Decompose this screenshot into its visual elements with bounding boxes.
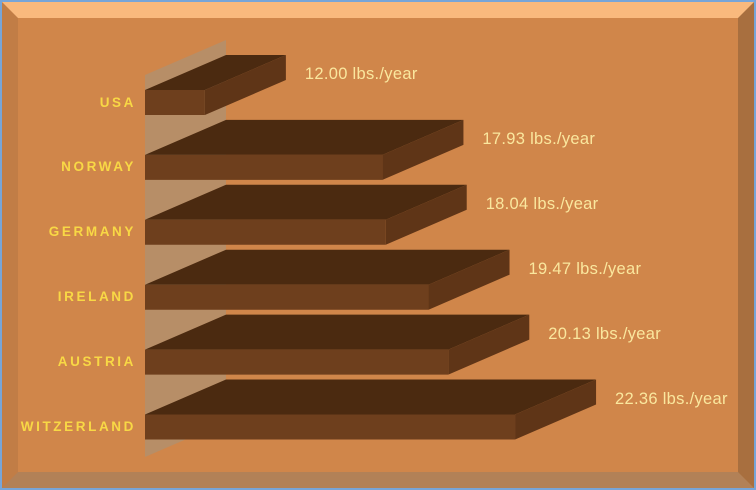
- bar-end-switzerland: [515, 379, 597, 440]
- bar-germany: [145, 219, 386, 245]
- category-label-ireland: IRELAND: [57, 289, 136, 305]
- bar-top-germany: [145, 184, 467, 220]
- bar-end-austria: [448, 314, 530, 375]
- category-label-germany: GERMANY: [48, 224, 136, 240]
- bar-end-germany: [385, 184, 467, 245]
- value-label-switzerland: 22.36 lbs./year: [615, 389, 728, 408]
- bar-top-ireland: [145, 249, 510, 285]
- bar-austria: [145, 349, 449, 375]
- value-label-usa: 12.00 lbs./year: [304, 65, 418, 83]
- bar-top-switzerland: [145, 379, 597, 415]
- bar-switzerland: [145, 414, 516, 440]
- bar-top-usa: [145, 55, 286, 90]
- category-label-austria: AUSTRIA: [57, 354, 136, 370]
- bar-end-usa: [204, 55, 286, 115]
- value-label-norway: 17.93 lbs./year: [482, 129, 596, 148]
- bar-top-austria: [145, 314, 530, 350]
- bar-end-ireland: [428, 249, 510, 310]
- value-label-germany: 18.04 lbs./year: [485, 194, 599, 213]
- bar-end-norway: [382, 119, 464, 180]
- value-label-austria: 20.13 lbs./year: [548, 324, 662, 343]
- category-label-usa: USA: [99, 94, 136, 110]
- category-label-switzerland: SWITZERLAND: [9, 419, 136, 434]
- bar-usa: [145, 90, 205, 115]
- bar-top-norway: [145, 119, 464, 155]
- value-label-ireland: 19.47 lbs./year: [528, 259, 642, 278]
- category-label-norway: NORWAY: [61, 159, 136, 175]
- bar-norway: [145, 154, 383, 180]
- bar-ireland: [145, 284, 429, 310]
